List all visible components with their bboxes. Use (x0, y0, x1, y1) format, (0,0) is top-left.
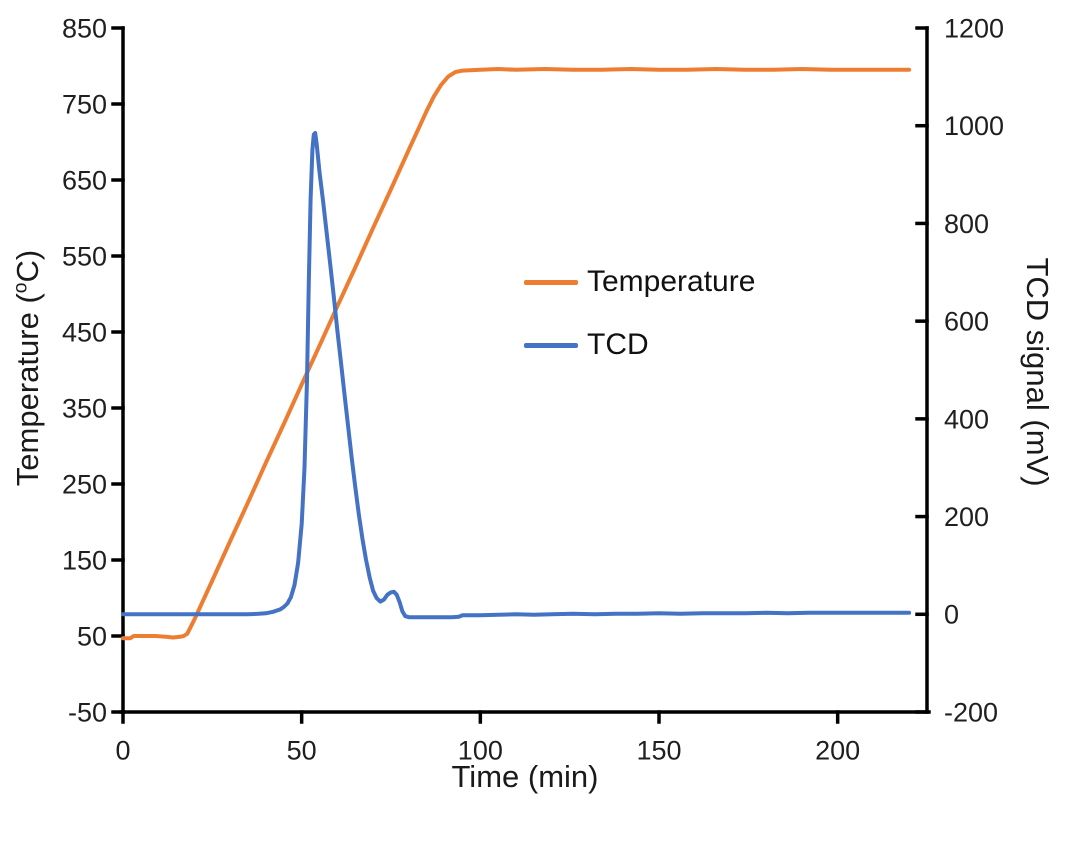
legend-item-temperature: Temperature (524, 264, 755, 300)
y-right-tick-label: 0 (944, 600, 959, 630)
tcd-series-line (121, 131, 912, 620)
y-right-tick-label: -200 (944, 697, 998, 727)
x-tick-label: 150 (636, 735, 681, 765)
y-left-tick-label: 150 (62, 545, 107, 575)
y-left-tick-label: 350 (62, 393, 107, 423)
y-right-tick-label: 800 (944, 209, 989, 239)
y-right-tick-label: 1200 (944, 13, 1004, 43)
y-left-tick-label: -50 (68, 697, 107, 727)
y-right-tick-label: 400 (944, 404, 989, 434)
y-right-tick-label: 600 (944, 307, 989, 337)
right-axis-title: TCD signal (mV) (1020, 257, 1055, 487)
y-left-tick-label: 250 (62, 469, 107, 499)
left-axis-title-unit: C) (10, 249, 45, 283)
legend: Temperature TCD (524, 264, 755, 363)
left-axis-title: Temperature (oC) (10, 250, 46, 486)
degree-superscript: o (10, 282, 32, 294)
temperature-series-line (121, 67, 912, 641)
y-left-tick-label: 850 (62, 13, 107, 43)
temperature-line-swatch (524, 279, 578, 285)
y-left-tick-label: 750 (62, 89, 107, 119)
left-axis-title-text: Temperature ( (10, 293, 45, 487)
y-left-tick-label: 450 (62, 317, 107, 347)
y-left-tick-label: 650 (62, 165, 107, 195)
x-axis-title: Time (min) (451, 759, 599, 794)
x-tick-label: 50 (287, 735, 317, 765)
legend-item-tcd: TCD (524, 327, 755, 363)
y-left-tick-label: 550 (62, 241, 107, 271)
x-tick-label: 200 (815, 735, 860, 765)
x-tick-label: 100 (458, 735, 503, 765)
y-right-tick-label: 200 (944, 502, 989, 532)
y-right-tick-label: 1000 (944, 111, 1004, 141)
legend-label-tcd: TCD (587, 328, 649, 361)
x-tick-label: 0 (115, 735, 130, 765)
y-left-tick-label: 50 (77, 621, 107, 651)
legend-label-temperature: Temperature (587, 265, 756, 298)
tcd-line-swatch (524, 342, 578, 348)
